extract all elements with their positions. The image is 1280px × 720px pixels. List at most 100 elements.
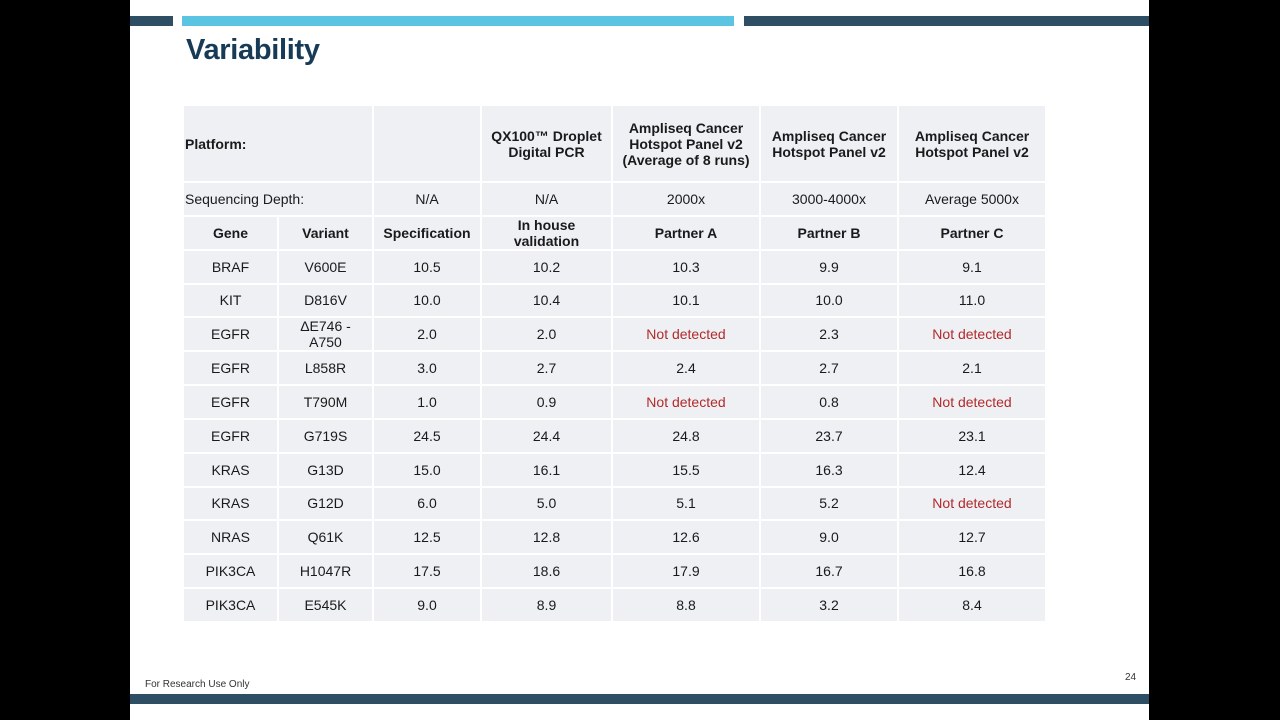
table-cell: 10.0	[761, 284, 897, 317]
variability-table: Platform: QX100™ Droplet Digital PCR Amp…	[182, 104, 1047, 623]
footer-note: For Research Use Only	[145, 679, 250, 690]
table-cell: 5.2	[761, 487, 897, 520]
table-cell: Not detected	[899, 318, 1045, 351]
table-cell: Not detected	[613, 386, 759, 418]
top-bar-left	[130, 16, 173, 26]
table-cell: 2.7	[482, 352, 611, 385]
table-cell: G12D	[279, 487, 372, 520]
table-row: NRAS Q61K 12.5 12.8 12.6 9.0 12.7	[184, 521, 1045, 554]
table-cell: 1.0	[374, 386, 480, 418]
platform-label: Platform:	[184, 106, 372, 181]
depth-cell: N/A	[482, 183, 611, 215]
table-cell: 10.5	[374, 250, 480, 283]
table-cell: 9.0	[374, 588, 480, 621]
table-cell: EGFR	[184, 352, 277, 385]
table-cell: 2.3	[761, 318, 897, 351]
table-cell: 6.0	[374, 487, 480, 520]
bottom-bar	[130, 694, 1149, 704]
table-cell: 8.8	[613, 588, 759, 621]
header-gene: Gene	[184, 216, 277, 249]
table-row: PIK3CA E545K 9.0 8.9 8.8 3.2 8.4	[184, 588, 1045, 621]
table-cell: 23.7	[761, 419, 897, 452]
platform-cell: Ampliseq Cancer Hotspot Panel v2 (Averag…	[613, 106, 759, 181]
table-cell: 5.1	[613, 487, 759, 520]
page-number: 24	[1125, 672, 1137, 683]
table-cell: Q61K	[279, 521, 372, 554]
table-cell: 9.9	[761, 250, 897, 283]
table-row: EGFR G719S 24.5 24.4 24.8 23.7 23.1	[184, 419, 1045, 452]
table-cell: 11.0	[899, 284, 1045, 317]
table-cell: 12.4	[899, 453, 1045, 486]
table-cell: G719S	[279, 419, 372, 452]
table-cell: 12.6	[613, 521, 759, 554]
table-cell: 12.5	[374, 521, 480, 554]
table-cell: 2.1	[899, 352, 1045, 385]
table-cell: 10.4	[482, 284, 611, 317]
platform-cell: QX100™ Droplet Digital PCR	[482, 106, 611, 181]
table-cell: 5.0	[482, 487, 611, 520]
table-cell: H1047R	[279, 555, 372, 587]
depth-cell: Average 5000x	[899, 183, 1045, 215]
table-cell: 3.2	[761, 588, 897, 621]
top-bar-right	[744, 16, 1149, 26]
header-partner-a: Partner A	[613, 216, 759, 249]
table-cell: Not detected	[899, 386, 1045, 418]
table-cell: 23.1	[899, 419, 1045, 452]
slide-title: Variability	[186, 34, 320, 66]
platform-cell: Ampliseq Cancer Hotspot Panel v2	[899, 106, 1045, 181]
table-cell: KRAS	[184, 453, 277, 486]
slide: Variability Platform: QX100™ Droplet Dig…	[130, 0, 1149, 720]
table-cell: PIK3CA	[184, 555, 277, 587]
table-cell: 2.0	[482, 318, 611, 351]
depth-cell: 2000x	[613, 183, 759, 215]
table-row: KRAS G12D 6.0 5.0 5.1 5.2 Not detected	[184, 487, 1045, 520]
table-cell: 16.7	[761, 555, 897, 587]
table-cell: 0.9	[482, 386, 611, 418]
header-in-house-validation: In house validation	[482, 216, 611, 249]
table-row: KIT D816V 10.0 10.4 10.1 10.0 11.0	[184, 284, 1045, 317]
table-cell: 16.3	[761, 453, 897, 486]
table-cell: 8.9	[482, 588, 611, 621]
platform-cell-empty	[374, 106, 480, 181]
table-cell: T790M	[279, 386, 372, 418]
top-bar-accent	[182, 16, 734, 26]
table-cell: Not detected	[613, 318, 759, 351]
table-cell: 3.0	[374, 352, 480, 385]
table-row: EGFR L858R 3.0 2.7 2.4 2.7 2.1	[184, 352, 1045, 385]
table-cell: KIT	[184, 284, 277, 317]
table-cell: PIK3CA	[184, 588, 277, 621]
table-cell: 10.1	[613, 284, 759, 317]
table-cell: BRAF	[184, 250, 277, 283]
table-cell: EGFR	[184, 318, 277, 351]
table-cell: NRAS	[184, 521, 277, 554]
table-row: EGFR T790M 1.0 0.9 Not detected 0.8 Not detect…	[184, 386, 1045, 418]
table-row: PIK3CA H1047R 17.5 18.6 17.9 16.7 16.8	[184, 555, 1045, 587]
header-partner-b: Partner B	[761, 216, 897, 249]
table-row: BRAF V600E 10.5 10.2 10.3 9.9 9.1	[184, 250, 1045, 283]
platform-cell: Ampliseq Cancer Hotspot Panel v2	[761, 106, 897, 181]
table-cell: EGFR	[184, 419, 277, 452]
header-variant: Variant	[279, 216, 372, 249]
table-row: EGFR ΔE746 - A750 2.0 2.0 Not detected 2.3 Not…	[184, 318, 1045, 351]
table-cell: L858R	[279, 352, 372, 385]
table-cell: 15.0	[374, 453, 480, 486]
table-cell: KRAS	[184, 487, 277, 520]
platform-row: Platform: QX100™ Droplet Digital PCR Amp…	[184, 106, 1045, 181]
table-cell: 9.1	[899, 250, 1045, 283]
table-row: KRAS G13D 15.0 16.1 15.5 16.3 12.4	[184, 453, 1045, 486]
table-cell: 16.1	[482, 453, 611, 486]
table-cell: 17.5	[374, 555, 480, 587]
table-cell: 10.3	[613, 250, 759, 283]
table-cell: G13D	[279, 453, 372, 486]
table-cell: EGFR	[184, 386, 277, 418]
column-header-row: Gene Variant Specification In house vali…	[184, 216, 1045, 249]
table-cell: 0.8	[761, 386, 897, 418]
depth-cell: 3000-4000x	[761, 183, 897, 215]
table-cell: 10.0	[374, 284, 480, 317]
table-cell: 12.7	[899, 521, 1045, 554]
depth-label: Sequencing Depth:	[184, 183, 372, 215]
table-cell: 8.4	[899, 588, 1045, 621]
table-cell: 2.0	[374, 318, 480, 351]
table-cell: 9.0	[761, 521, 897, 554]
table-cell: 17.9	[613, 555, 759, 587]
